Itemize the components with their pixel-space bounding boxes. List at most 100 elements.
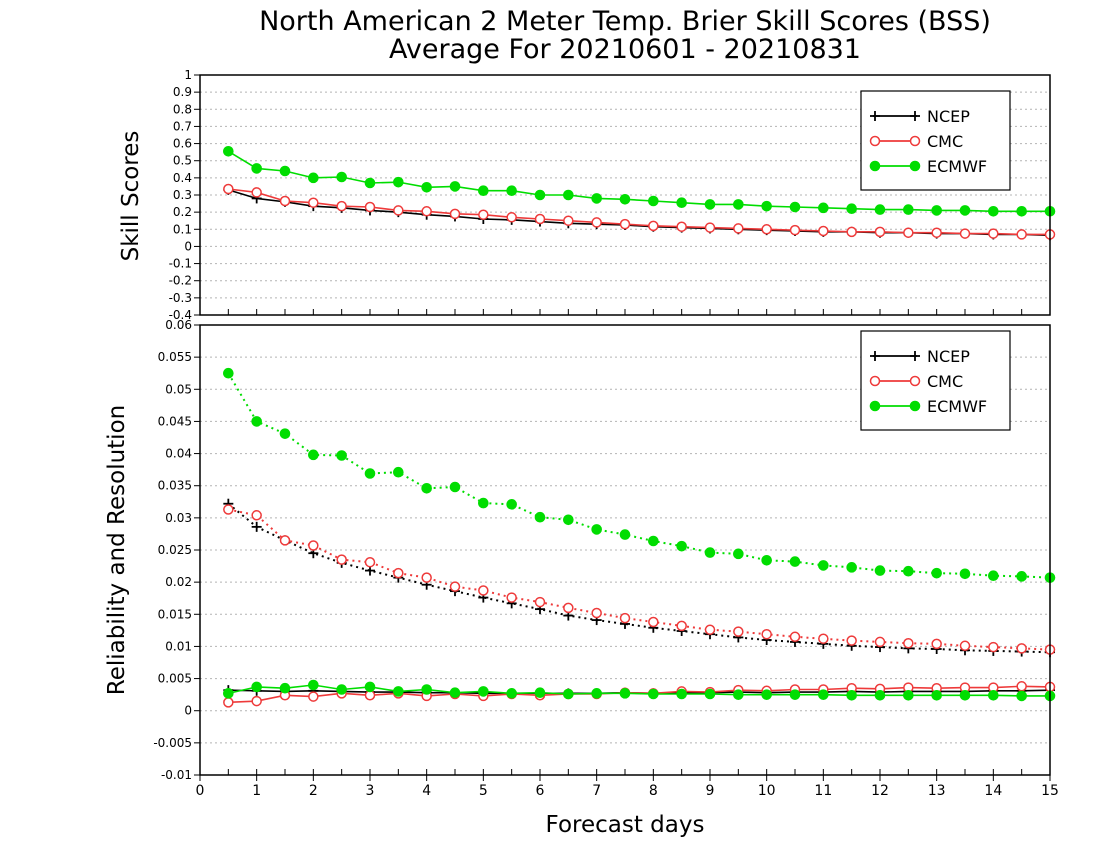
- bottom-data-point: [534, 687, 546, 699]
- bottom-data-point: [279, 428, 291, 439]
- bottom-data-point: [251, 510, 262, 521]
- top-data-point: [506, 185, 517, 197]
- top-data-point: [534, 189, 546, 201]
- top-data-point: [846, 226, 857, 238]
- bottom-y-tick-label: 0.035: [158, 479, 192, 493]
- x-tick-label: 11: [814, 783, 832, 799]
- top-plot-frame: [199, 74, 1051, 316]
- top-y-tick-label: 0.4: [173, 171, 192, 185]
- top-data-point: [619, 218, 631, 230]
- top-data-point: [988, 205, 999, 217]
- x-tick-label: 3: [366, 783, 375, 799]
- bottom-data-point: [959, 568, 971, 580]
- bottom-data-point: [506, 499, 517, 510]
- bottom-data-point: [903, 637, 914, 649]
- x-tick-label: 12: [871, 783, 889, 799]
- bottom-data-point: [364, 556, 376, 568]
- top-data-point: [648, 220, 659, 232]
- bottom-data-point: [308, 449, 319, 461]
- top-legend-label: ECMWF: [927, 157, 987, 176]
- bottom-data-point: [478, 497, 489, 509]
- top-data-point: [648, 195, 659, 207]
- x-tick-label: 4: [422, 783, 431, 799]
- bottom-data-point: [761, 628, 772, 640]
- bottom-series-ncep-resolution: [223, 498, 1055, 658]
- bottom-data-point: [393, 567, 404, 579]
- bottom-data-point: [619, 612, 631, 624]
- top-y-tick-label: 1: [184, 68, 192, 82]
- bottom-data-point: [733, 548, 744, 560]
- bottom-y-tick-label: 0.015: [158, 607, 192, 621]
- bottom-data-point: [846, 689, 857, 701]
- top-data-point: [619, 193, 631, 205]
- bottom-data-point: [591, 524, 602, 535]
- top-data-point: [308, 172, 319, 184]
- bottom-legend-label: CMC: [927, 372, 963, 391]
- top-data-point: [336, 200, 347, 212]
- bottom-data-point: [279, 682, 291, 694]
- bottom-data-point: [1016, 690, 1027, 702]
- top-data-point: [676, 221, 687, 232]
- top-data-point: [563, 189, 574, 201]
- bottom-data-point: [563, 602, 574, 614]
- top-data-point: [449, 208, 461, 220]
- bottom-legend-marker: [909, 400, 921, 412]
- bottom-data-point: [478, 686, 489, 697]
- top-y-tick-label: 0.7: [173, 119, 192, 133]
- bottom-data-point: [959, 689, 971, 701]
- bottom-y-tick-label: 0.03: [165, 511, 192, 525]
- top-data-point: [818, 202, 829, 214]
- bottom-data-point: [421, 684, 432, 695]
- bottom-data-point: [818, 633, 829, 644]
- bottom-legend-marker: [869, 375, 881, 387]
- panel-reliability-resolution: -0.01 -0.005 0 0.005 0.01 0.015 0.02 0.025 0.03 0…: [153, 318, 1059, 799]
- top-series-ecmwf: [223, 145, 1056, 217]
- bottom-data-point: [563, 514, 574, 526]
- x-tick-label: 8: [649, 783, 658, 799]
- bottom-data-point: [449, 687, 461, 699]
- bottom-data-point: [733, 689, 744, 700]
- top-data-point: [733, 199, 744, 210]
- top-data-point: [789, 224, 801, 236]
- top-data-point: [959, 205, 971, 216]
- bottom-data-point: [506, 688, 517, 699]
- top-y-tick-label: -0.1: [169, 257, 192, 271]
- top-data-point: [478, 185, 489, 197]
- bottom-data-point: [421, 482, 432, 494]
- top-y-tick-label: -0.3: [169, 291, 192, 305]
- bottom-data-point: [874, 565, 886, 576]
- bottom-data-point: [336, 554, 347, 565]
- bottom-series-ncep-reliability: [223, 685, 1055, 699]
- bottom-data-point: [846, 562, 857, 573]
- bottom-data-point: [308, 540, 319, 551]
- bottom-y-tick-label: 0.025: [158, 543, 192, 557]
- bottom-data-point: [619, 529, 631, 540]
- bottom-data-point: [223, 504, 234, 515]
- bottom-data-point: [1016, 681, 1027, 692]
- bottom-data-point: [223, 688, 234, 699]
- bottom-data-point: [279, 535, 291, 546]
- x-tick-label: 0: [196, 783, 205, 799]
- bottom-legend-marker: [869, 400, 881, 412]
- top-data-point: [478, 209, 489, 220]
- bottom-data-point: [676, 540, 687, 552]
- top-legend-marker: [869, 135, 881, 147]
- bottom-y-tick-label: -0.005: [153, 736, 192, 750]
- x-tick-label: 10: [758, 783, 776, 799]
- bottom-data-point: [251, 416, 262, 427]
- top-y-tick-label: -0.4: [169, 308, 192, 322]
- top-data-point: [364, 201, 376, 213]
- top-data-point: [279, 195, 291, 207]
- bottom-data-point: [931, 638, 942, 650]
- x-axis-label: Forecast days: [546, 812, 705, 838]
- x-tick-label: 1: [252, 783, 261, 799]
- bottom-data-point: [393, 466, 404, 478]
- top-data-point: [903, 204, 914, 215]
- bottom-data-point: [676, 688, 687, 700]
- bottom-y-tick-label: 0.005: [158, 672, 192, 686]
- bottom-data-point: [931, 567, 942, 579]
- x-tick-label: 5: [479, 783, 488, 799]
- bottom-y-tick-label: 0.06: [165, 318, 192, 332]
- bottom-legend-marker: [909, 375, 921, 387]
